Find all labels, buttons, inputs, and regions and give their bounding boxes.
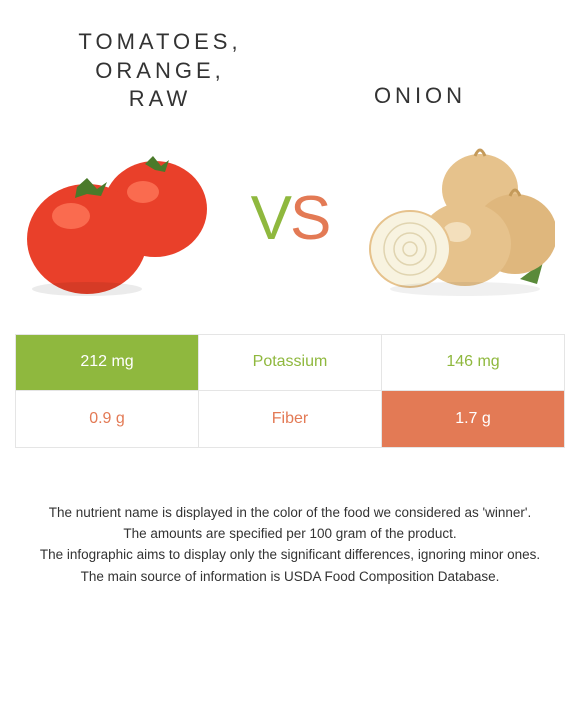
footnotes: The nutrient name is displayed in the co… — [0, 448, 580, 587]
tomato-illustration — [25, 134, 215, 304]
footnote-line: The nutrient name is displayed in the co… — [25, 503, 555, 523]
footnote-line: The main source of information is USDA F… — [25, 567, 555, 587]
table-row: 0.9 g Fiber 1.7 g — [16, 391, 564, 447]
vs-v: V — [251, 184, 290, 253]
left-value-fiber: 0.9 g — [16, 391, 199, 447]
left-value-potassium: 212 mg — [16, 335, 199, 390]
right-value-fiber: 1.7 g — [382, 391, 564, 447]
nutrient-name-potassium: Potassium — [199, 335, 382, 390]
header: Tomatoes, orange, raw Onion — [0, 0, 580, 124]
footnote-line: The amounts are specified per 100 gram o… — [25, 524, 555, 544]
left-food-title: Tomatoes, orange, raw — [60, 28, 260, 114]
footnote-line: The infographic aims to display only the… — [25, 545, 555, 565]
table-row: 212 mg Potassium 146 mg — [16, 335, 564, 391]
nutrient-name-fiber: Fiber — [199, 391, 382, 447]
vs-s: S — [290, 184, 329, 253]
images-row: VS — [0, 124, 580, 334]
vs-label: VS — [251, 183, 330, 254]
onion-illustration — [365, 134, 555, 304]
nutrient-table: 212 mg Potassium 146 mg 0.9 g Fiber 1.7 … — [15, 334, 565, 448]
right-food-title: Onion — [320, 28, 520, 109]
right-value-potassium: 146 mg — [382, 335, 564, 390]
